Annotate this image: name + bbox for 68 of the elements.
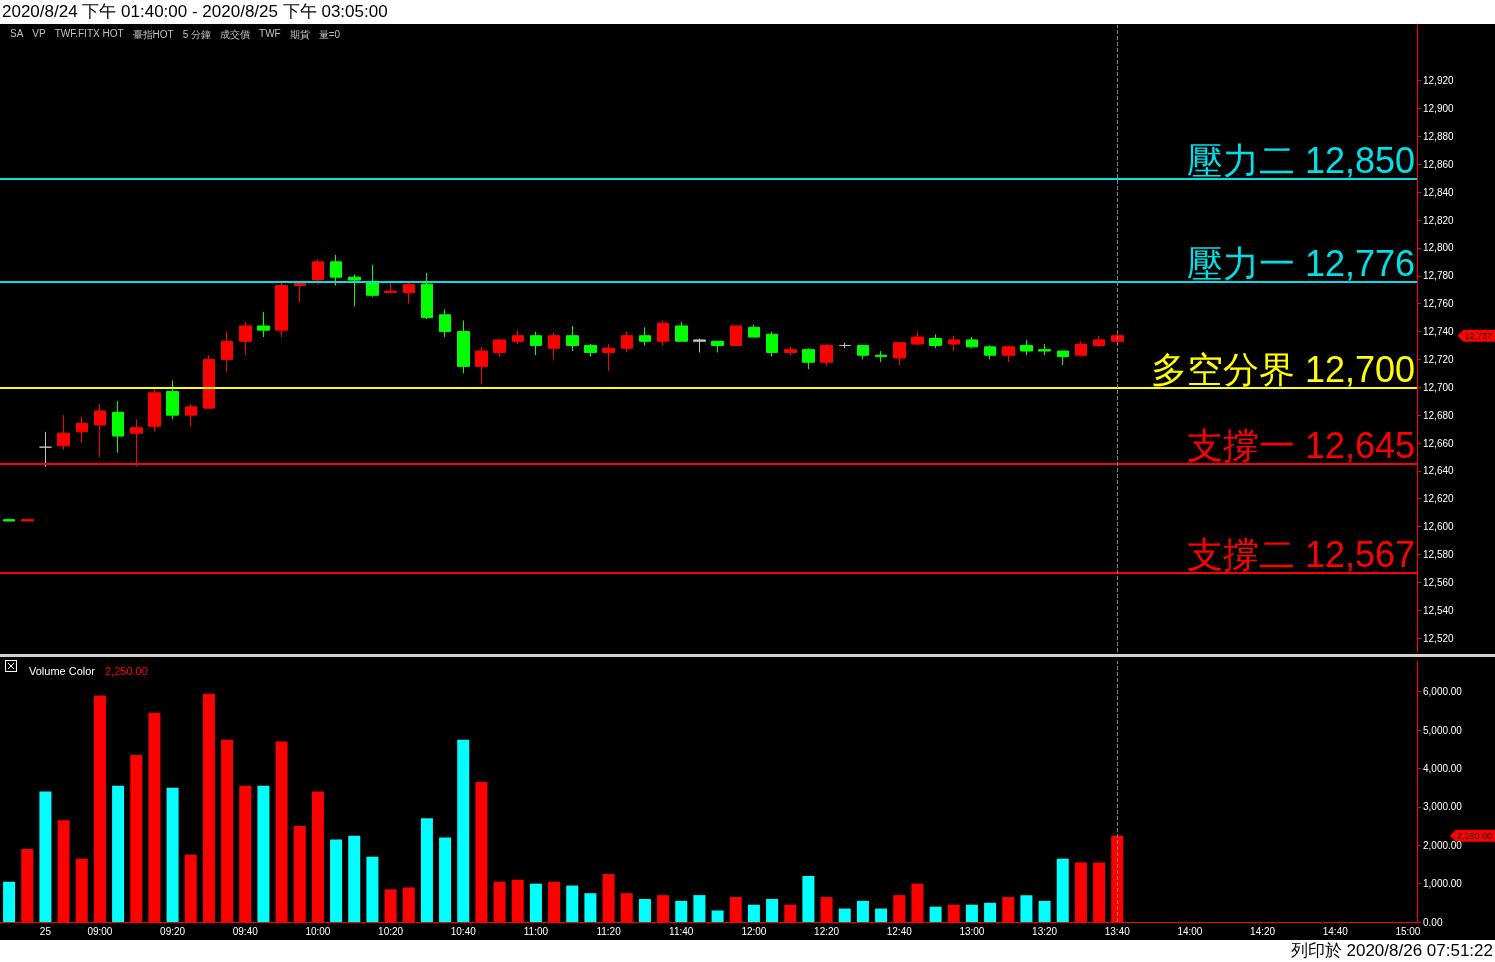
x-tick-label: 11:20 — [596, 925, 622, 937]
x-tick-label: 13:40 — [1104, 925, 1131, 937]
text: 2,250.00 — [1456, 830, 1493, 841]
y-tick-label: 12,620 — [1423, 493, 1455, 505]
x-tick-label: 25 — [39, 925, 52, 937]
x-tick-label: 15:00 — [1395, 925, 1421, 937]
y-tick-label: 12,600 — [1423, 521, 1455, 533]
y-tick-label: 5,000.00 — [1423, 724, 1463, 736]
annotation: 成交價 — [220, 28, 251, 42]
ref-line-label: 支撐二 12,567 — [1186, 534, 1415, 576]
y-tick-label: 12,820 — [1423, 214, 1455, 226]
y-tick-label: 12,740 — [1423, 326, 1455, 338]
chart-subtitle: 2,250.00 — [105, 664, 148, 677]
y-tick-label: 1,000.00 — [1423, 878, 1463, 890]
y-tick-label: 12,680 — [1423, 409, 1455, 421]
y-tick-label: 12,780 — [1423, 270, 1455, 282]
annotation: 臺指HOT — [132, 28, 174, 42]
ref-line-label: 支撐一 12,645 — [1186, 425, 1415, 467]
x-tick-label: 10:00 — [305, 925, 331, 937]
x-tick-label: 12:00 — [741, 925, 767, 937]
x-tick-label: 12:40 — [886, 925, 913, 937]
ref-line-label: 壓力二 12,850 — [1186, 139, 1415, 181]
y-tick-label: 12,900 — [1423, 103, 1455, 115]
y-tick-label: 12,860 — [1423, 158, 1455, 170]
y-tick-label: 2,000.00 — [1423, 839, 1463, 851]
y-tick-label: 3,000.00 — [1423, 801, 1463, 813]
annotation: SA — [10, 28, 24, 41]
y-tick-label: 12,560 — [1423, 576, 1455, 588]
chart-title: Volume Color — [29, 664, 96, 677]
x-tick-label: 13:00 — [959, 925, 985, 937]
x-tick-label: 14:20 — [1250, 925, 1276, 937]
y-tick-label: 12,540 — [1423, 604, 1455, 616]
text: 列印於 2020/8/26 07:51:22 — [0, 940, 1495, 962]
annotation: 5 分鐘 — [182, 28, 212, 42]
y-tick-label: 12,660 — [1423, 437, 1455, 449]
y-tick-label: 12,800 — [1423, 242, 1455, 254]
y-tick-label: 12,580 — [1423, 548, 1455, 560]
x-tick-label: 11:40 — [669, 925, 694, 937]
chart-title: 2020/8/24 下午 01:40:00 - 2020/8/25 下午 03:05:00 — [0, 0, 1495, 24]
x-tick-label: 14:40 — [1322, 925, 1349, 937]
x-tick-label: 14:00 — [1177, 925, 1203, 937]
x-tick-label: 10:20 — [378, 925, 404, 937]
x-tick-label: 10:40 — [450, 925, 477, 937]
annotation: TWF — [259, 28, 281, 41]
annotation: TWF.FITX HOT — [54, 28, 124, 41]
annotation: 量=0 — [318, 28, 341, 42]
ref-line-label: 多空分界 12,700 — [1150, 348, 1415, 390]
annotation: VP — [32, 28, 46, 41]
x-tick-label: 12:20 — [814, 925, 840, 937]
x-tick-label: 13:20 — [1032, 925, 1058, 937]
annotation: 期貨 — [289, 28, 310, 42]
y-tick-label: 6,000.00 — [1423, 686, 1463, 698]
x-tick-label: 09:20 — [160, 925, 186, 937]
y-tick-label: 0.00 — [1423, 916, 1443, 928]
x-tick-label: 09:40 — [232, 925, 259, 937]
y-tick-label: 12,640 — [1423, 465, 1455, 477]
x-tick-label: 09:00 — [87, 925, 113, 937]
text: 12,737 — [1464, 330, 1492, 341]
y-tick-label: 12,720 — [1423, 353, 1455, 365]
ref-line-label: 壓力一 12,776 — [1186, 242, 1415, 284]
y-tick-label: 12,880 — [1423, 130, 1455, 142]
y-tick-label: 12,840 — [1423, 186, 1455, 198]
x-tick-label: 11:00 — [523, 925, 549, 937]
y-tick-label: 4,000.00 — [1423, 762, 1463, 774]
y-tick-label: 12,520 — [1423, 632, 1455, 644]
y-tick-label: 12,920 — [1423, 75, 1455, 87]
y-tick-label: 12,760 — [1423, 298, 1455, 310]
y-tick-label: 12,700 — [1423, 381, 1455, 393]
